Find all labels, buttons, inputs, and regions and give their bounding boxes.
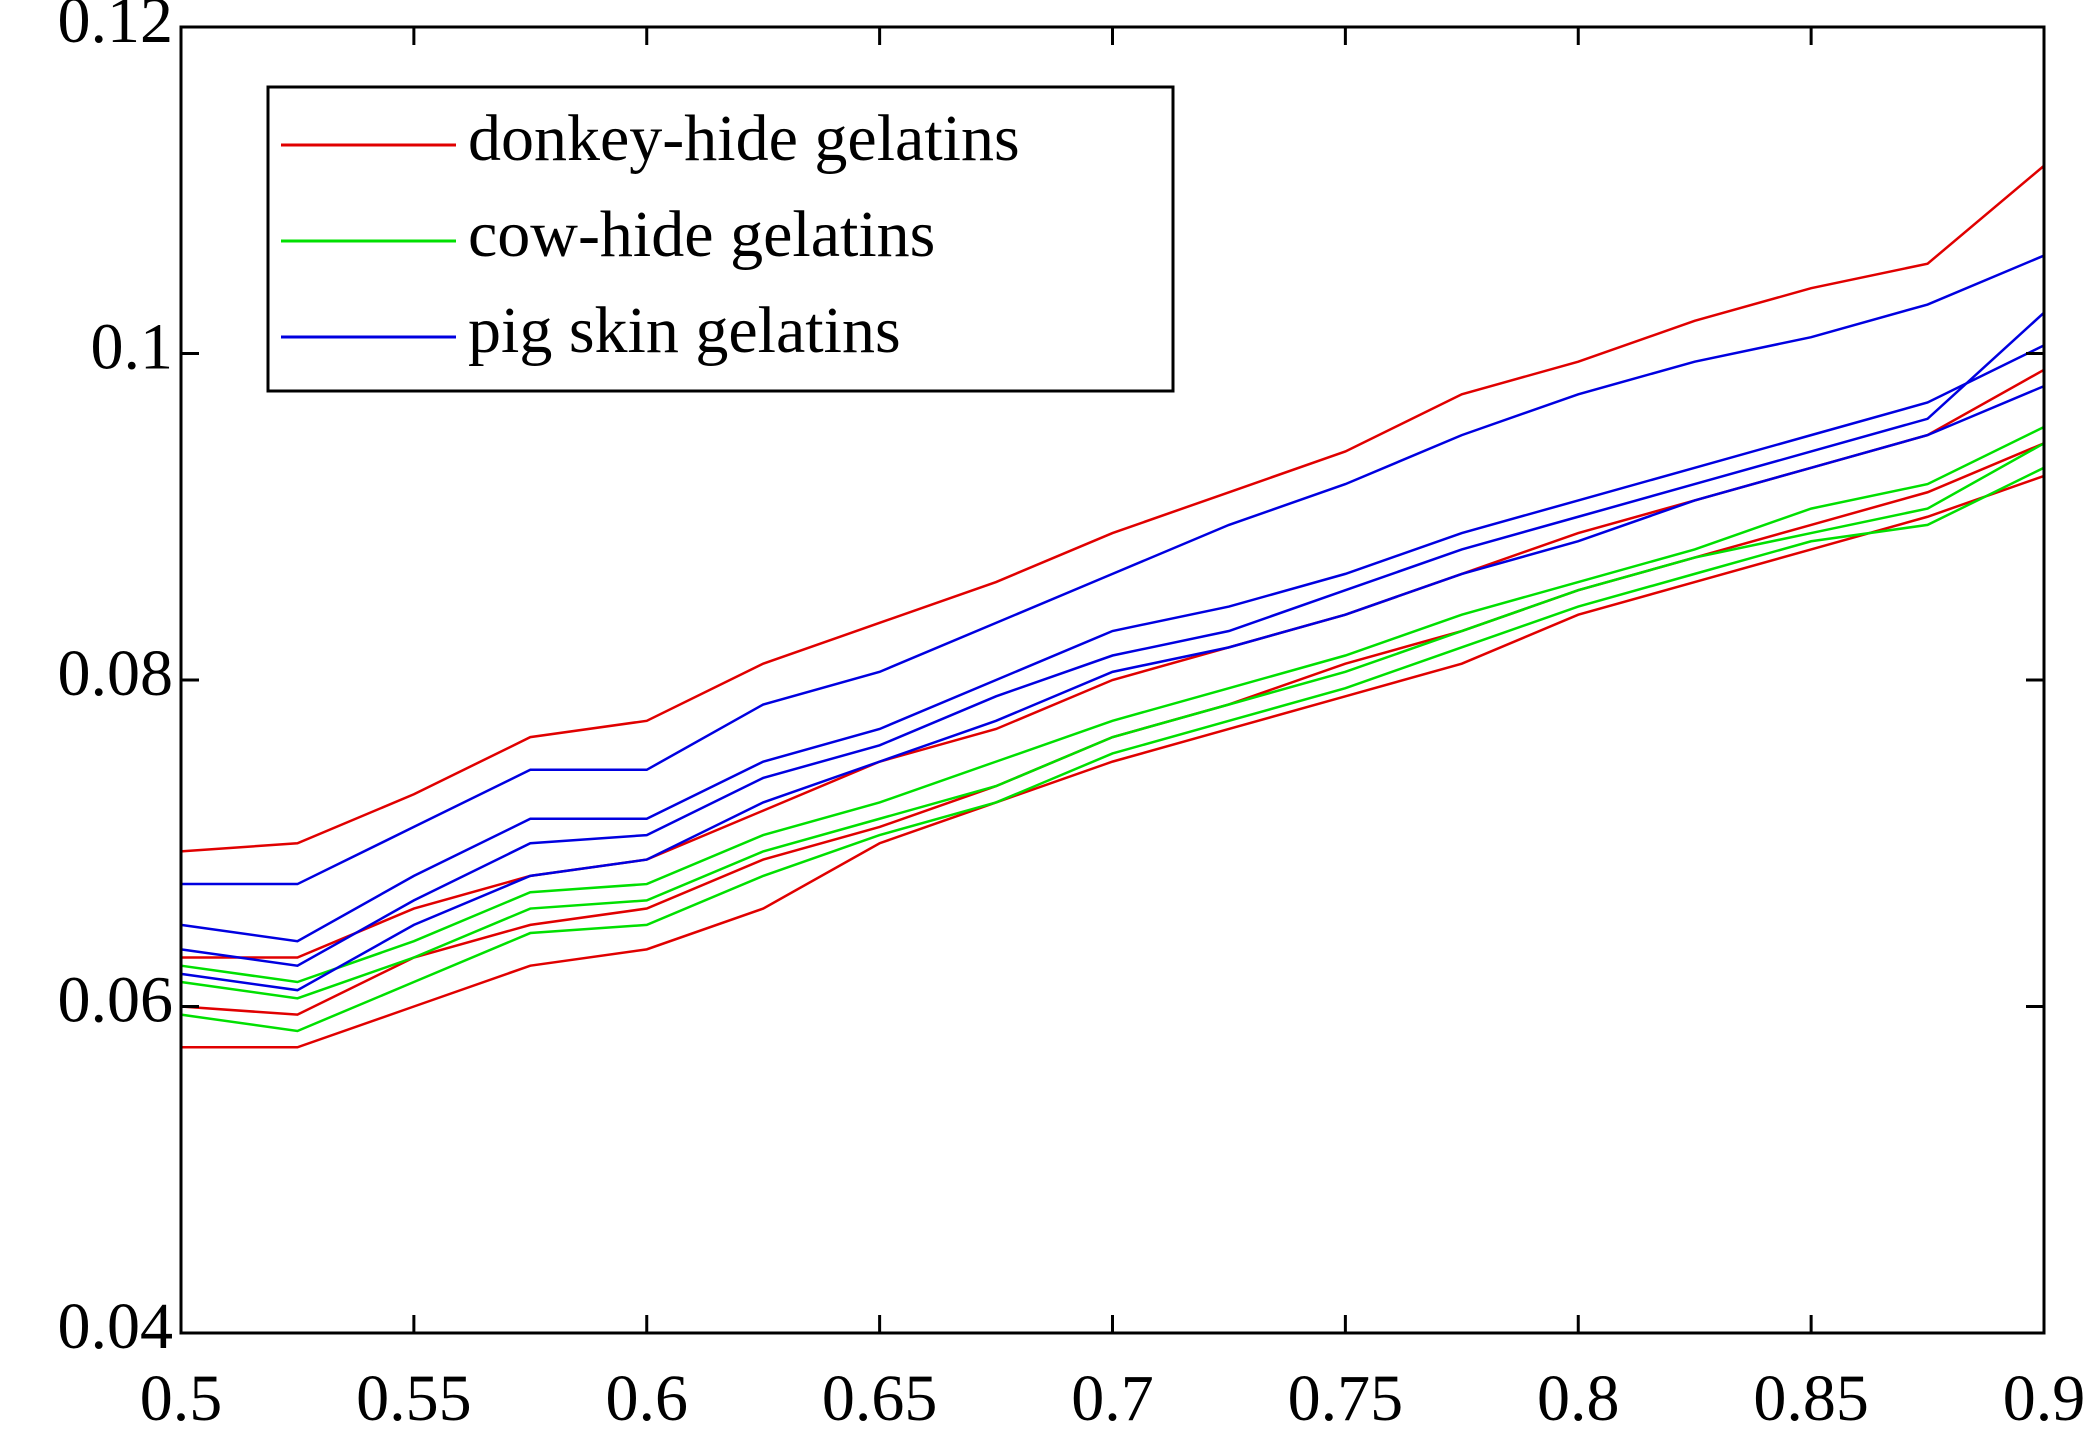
x-tick-label: 0.75 — [1288, 1362, 1404, 1435]
data-line — [180, 442, 2045, 1000]
x-tick-label: 0.8 — [1537, 1362, 1620, 1435]
x-tick-label: 0.6 — [606, 1362, 689, 1435]
legend-label: pig skin gelatins — [468, 294, 901, 367]
x-tick-label: 0.55 — [356, 1362, 472, 1435]
data-line — [181, 254, 2045, 886]
data-line — [181, 368, 2045, 959]
y-tick-label: 0.04 — [58, 1290, 174, 1363]
legend: donkey-hide gelatins cow-hide gelatins pig… — [266, 85, 1175, 393]
data-line — [181, 474, 2045, 1049]
y-tick-label: 0.12 — [58, 0, 174, 57]
data-line — [180, 466, 2045, 1033]
x-tick-label: 0.5 — [140, 1362, 223, 1435]
x-tick-label: 0.9 — [2003, 1362, 2086, 1435]
data-line — [180, 425, 2045, 984]
data-line — [180, 344, 2045, 943]
y-tick-label: 0.08 — [58, 637, 174, 710]
legend-label: cow-hide gelatins — [468, 198, 935, 271]
x-tick-label: 0.65 — [822, 1362, 938, 1435]
y-tick-label: 0.1 — [91, 311, 174, 384]
legend-box — [266, 85, 1175, 393]
data-line — [180, 311, 2045, 967]
data-line — [180, 164, 2045, 853]
data-line — [180, 442, 2045, 1016]
y-tick-label: 0.06 — [58, 964, 174, 1037]
x-tick-label: 0.85 — [1753, 1362, 1869, 1435]
x-tick-label: 0.7 — [1071, 1362, 1154, 1435]
data-line — [180, 384, 2045, 992]
legend-label: donkey-hide gelatins — [468, 102, 1020, 175]
